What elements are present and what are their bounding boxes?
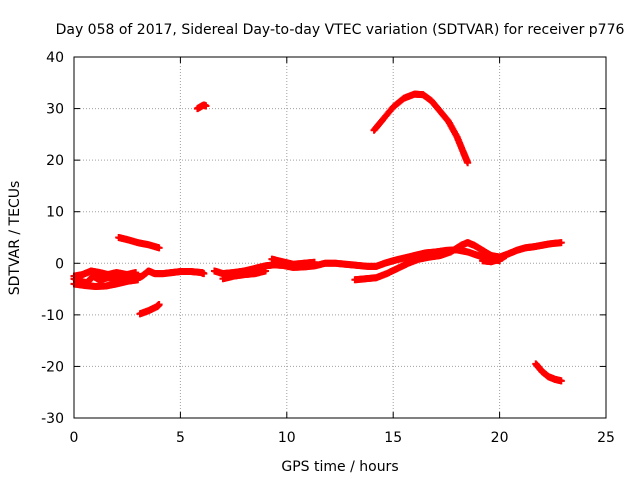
y-axis-label: SDTVAR / TECUs	[7, 181, 23, 296]
plot-frame	[73, 56, 607, 419]
y-tick-label: -20	[41, 359, 64, 375]
y-tick-label: 10	[46, 205, 64, 221]
data-point	[310, 258, 318, 266]
grid-lines	[74, 57, 606, 418]
data-point	[502, 252, 510, 260]
axis-ticks: 0 5 10 15 20 25 -30 -20 -10 0 10 20 30 40	[41, 50, 615, 446]
y-tick-label: 30	[46, 102, 64, 118]
x-tick-label: 10	[278, 430, 296, 446]
y-tick-label: 20	[46, 153, 64, 169]
chart-title: Day 058 of 2017, Sidereal Day-to-day VTE…	[56, 22, 625, 38]
data-point	[202, 102, 210, 110]
x-tick-label: 25	[597, 430, 615, 446]
data-point	[155, 301, 163, 309]
data-point	[134, 276, 142, 284]
x-axis-label: GPS time / hours	[281, 459, 398, 475]
data-point	[557, 239, 565, 247]
data-point	[557, 377, 565, 385]
data-point	[132, 269, 140, 277]
data-points	[70, 90, 565, 385]
x-tick-label: 20	[491, 430, 509, 446]
y-tick-label: -30	[41, 411, 64, 427]
y-tick-label: 40	[46, 50, 64, 66]
y-tick-label: -10	[41, 308, 64, 324]
x-tick-label: 15	[384, 430, 402, 446]
data-point	[155, 244, 163, 252]
data-point	[262, 267, 270, 275]
x-tick-label: 0	[70, 430, 79, 446]
y-tick-label: 0	[55, 256, 64, 272]
data-point	[200, 270, 208, 278]
x-tick-label: 5	[176, 430, 185, 446]
data-point	[464, 159, 472, 167]
